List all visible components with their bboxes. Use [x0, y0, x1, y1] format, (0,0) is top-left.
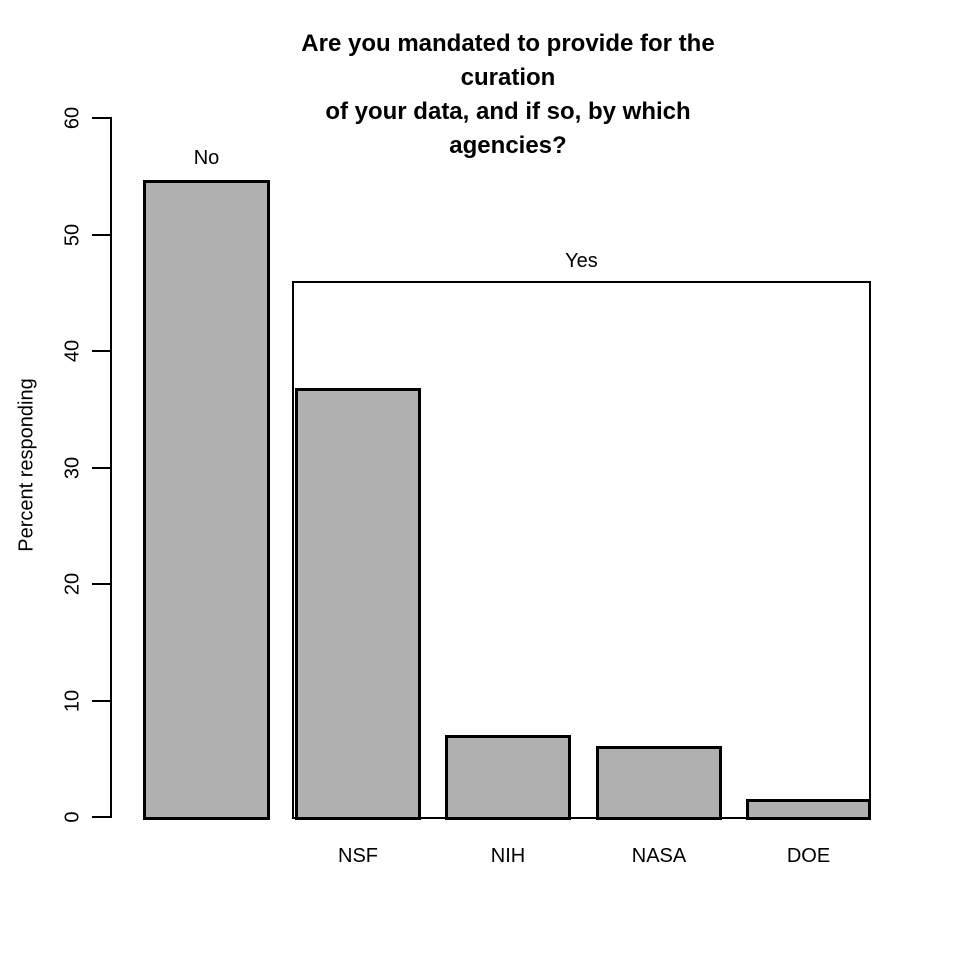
y-axis-tick-label: 0 [61, 811, 84, 823]
y-axis-tick [92, 816, 112, 818]
y-axis-tick [92, 467, 112, 469]
y-axis-tick-label: 60 [61, 106, 84, 130]
bar-nasa [596, 746, 722, 820]
bar-label-nih: NIH [490, 845, 526, 867]
chart-title: Are you mandated to provide for the cura… [301, 30, 715, 159]
y-axis-label: Percent responding [15, 378, 38, 552]
bar-label-nasa: NASA [631, 845, 687, 867]
y-axis-tick [92, 117, 112, 119]
y-axis-tick [92, 583, 112, 585]
bar-label-no: No [193, 147, 220, 169]
y-axis-tick-label: 50 [61, 223, 84, 247]
y-axis-tick [92, 350, 112, 352]
yes-group-box [292, 281, 871, 819]
bar-doe [746, 799, 871, 820]
bar-label-nsf: NSF [338, 845, 378, 867]
y-axis-tick [92, 234, 112, 236]
y-axis-tick-label: 40 [61, 339, 84, 363]
y-axis-tick [92, 700, 112, 702]
y-axis-tick-label: 30 [61, 456, 84, 480]
bar-nsf [295, 388, 421, 820]
bar-label-doe: DOE [786, 845, 831, 867]
y-axis-tick-label: 20 [61, 572, 84, 596]
y-axis-tick-label: 10 [61, 689, 84, 713]
bar-nih [445, 735, 571, 820]
bar-no [143, 180, 270, 820]
yes-group-label: Yes [565, 250, 598, 272]
